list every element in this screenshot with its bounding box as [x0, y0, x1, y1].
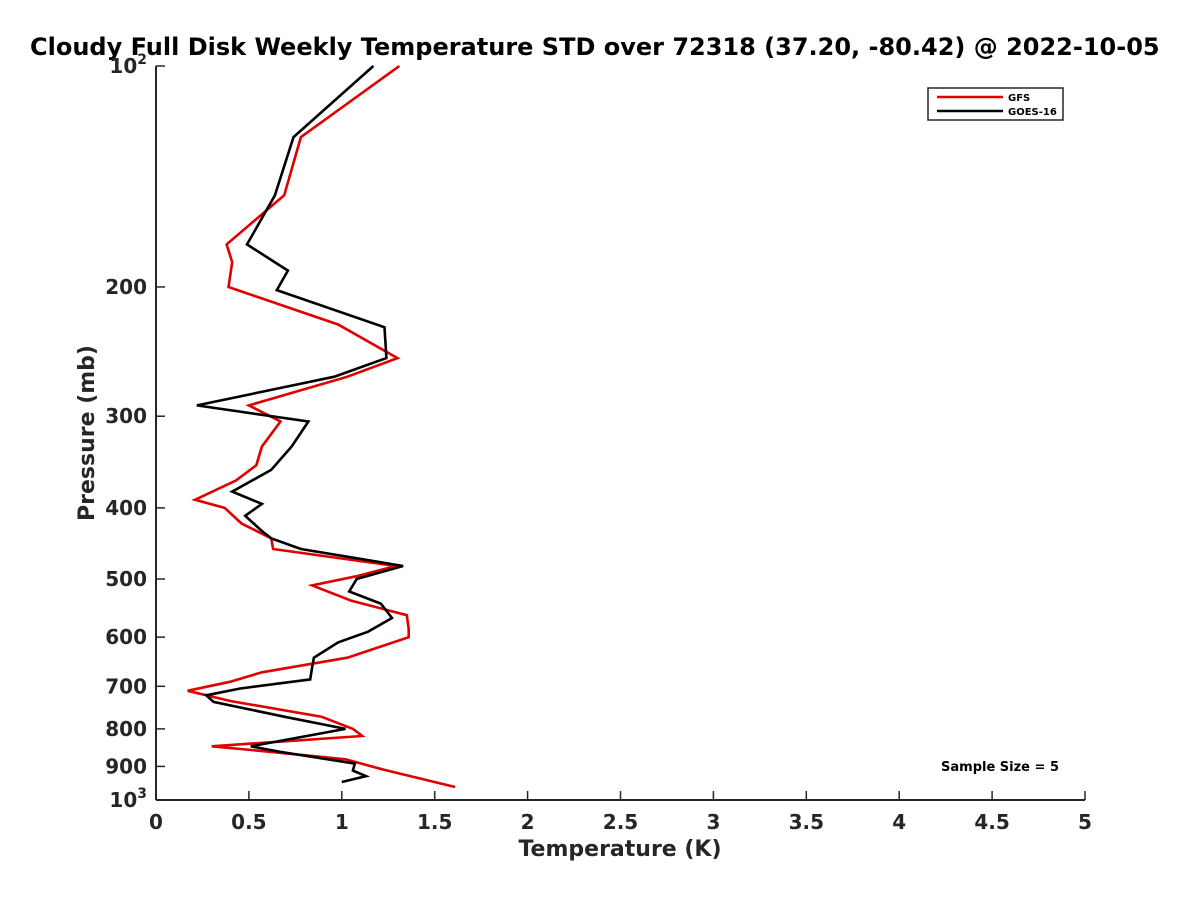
y-tick-label: 900	[105, 754, 147, 778]
x-tick-label: 4	[892, 810, 906, 834]
y-tick-label: 600	[105, 625, 147, 649]
x-axis-label: Temperature (K)	[518, 837, 721, 862]
x-tick-label: 3	[706, 810, 720, 834]
x-tick-label: 0.5	[231, 810, 266, 834]
y-axis-label: Pressure (mb)	[75, 345, 100, 521]
plot-series	[187, 64, 456, 789]
y-tick-label: 800	[105, 717, 147, 741]
y-ticks: 102 200 300 400 500 600 700 800 900 103	[105, 52, 165, 812]
legend-box	[927, 87, 1064, 121]
y-tick-label: 102	[109, 52, 147, 78]
series-line-goes-16	[196, 65, 404, 784]
x-tick-label: 5	[1078, 810, 1092, 834]
y-tick-label: 400	[105, 496, 147, 520]
x-tick-label: 2	[521, 810, 535, 834]
x-tick-label: 2.5	[603, 810, 638, 834]
x-ticks: 0 0.5 1 1.5 2 2.5 3 3.5 4 4.5 5	[149, 791, 1092, 834]
x-tick-label: 3.5	[789, 810, 824, 834]
chart-title: Cloudy Full Disk Weekly Temperature STD …	[30, 33, 1160, 61]
x-tick-label: 1.5	[417, 810, 452, 834]
legend-label: GOES-16	[1008, 107, 1057, 118]
y-tick-label: 200	[105, 275, 147, 299]
legend-label: GFS	[1008, 93, 1030, 104]
series-line-gfs	[187, 64, 456, 789]
y-tick-label: 700	[105, 674, 147, 698]
y-tick-label: 300	[105, 404, 147, 428]
x-tick-label: 4.5	[974, 810, 1009, 834]
x-tick-label: 0	[149, 810, 163, 834]
y-tick-label: 500	[105, 567, 147, 591]
y-tick-label: 103	[109, 786, 147, 812]
x-tick-label: 1	[335, 810, 349, 834]
legend: GFS GOES-16	[927, 87, 1064, 121]
sample-size-annotation: Sample Size = 5	[941, 760, 1059, 775]
axes	[155, 66, 1085, 801]
